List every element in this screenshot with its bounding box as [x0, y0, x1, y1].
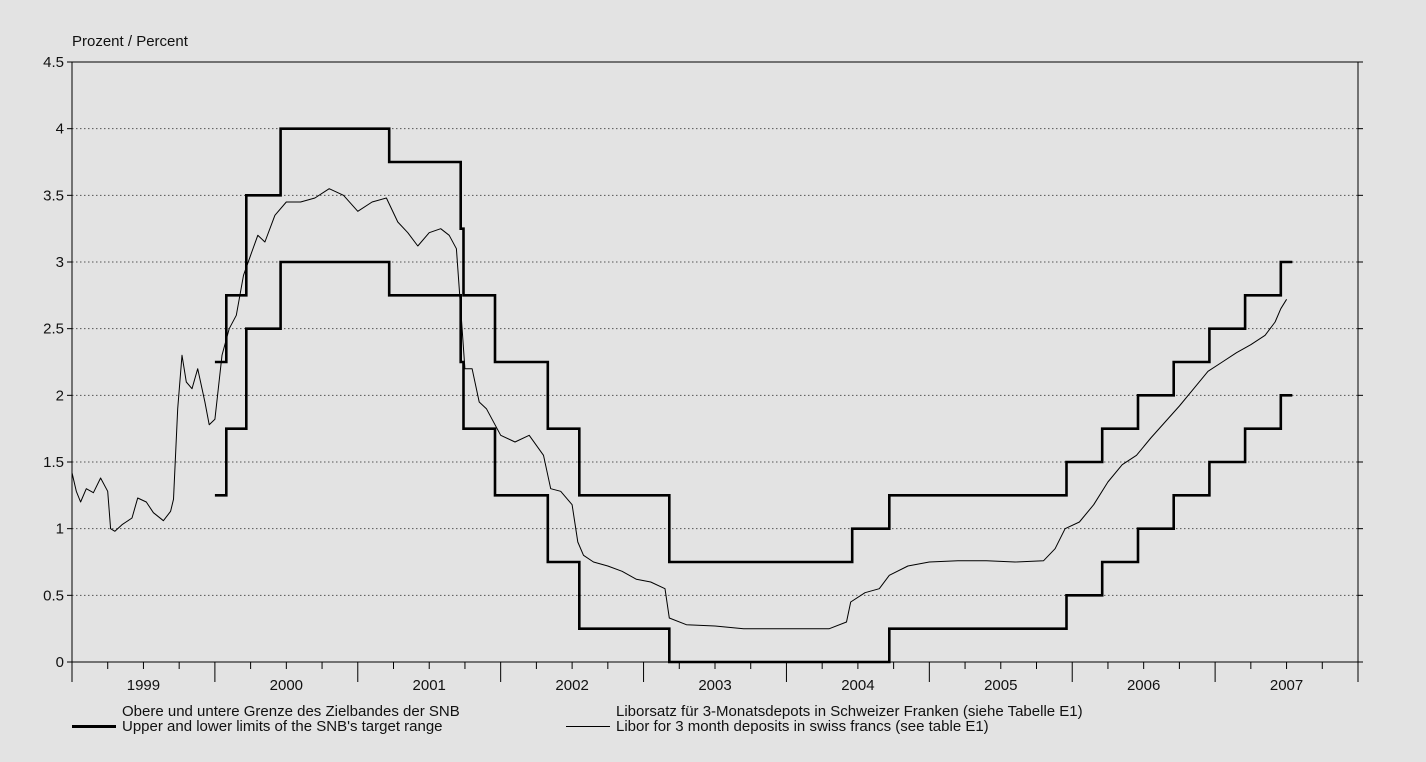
- x-tick-label: 2004: [841, 677, 874, 694]
- series-upper-limit: [214, 127, 1293, 564]
- series-lower-limit: [214, 260, 1293, 664]
- x-tick-label: 2007: [1270, 677, 1303, 694]
- x-tick-label: 2003: [698, 677, 731, 694]
- y-tick-label: 2: [56, 387, 64, 404]
- x-tick-label: 1999: [127, 677, 160, 694]
- legend-label-en: Libor for 3 month deposits in swiss fran…: [616, 718, 989, 735]
- x-axis-ticks: 1999 2000 2001 2002 2003 2004 2005 2006 2007: [71, 662, 1359, 694]
- series-group: [71, 127, 1293, 664]
- legend-label-en: Upper and lower limits of the SNB's targ…: [122, 718, 443, 735]
- legend-label-de: Obere und untere Grenze des Zielbandes d…: [122, 703, 460, 720]
- y-tick-label: 1.5: [43, 454, 64, 471]
- gridlines: [72, 128, 1358, 596]
- y-tick-label: 4: [56, 121, 64, 138]
- x-tick-label: 2006: [1127, 677, 1160, 694]
- x-tick-label: 2000: [270, 677, 303, 694]
- plot-frame: [71, 61, 1359, 663]
- legend-swatch-thin: [566, 726, 610, 727]
- y-tick-label: 1: [56, 521, 64, 538]
- y-tick-label: 3: [56, 254, 64, 271]
- y-tick-label: 3.5: [43, 187, 64, 204]
- y-tick-label: 0: [56, 654, 64, 671]
- y-axis-ticks: 0 0.5 1 1.5 2 2.5 3 3.5 4 4.5: [43, 54, 1363, 671]
- y-tick-label: 2.5: [43, 321, 64, 338]
- x-tick-label: 2002: [555, 677, 588, 694]
- y-axis-label: Prozent / Percent: [72, 33, 188, 50]
- series-libor: [71, 188, 1288, 630]
- x-tick-label: 2001: [413, 677, 446, 694]
- legend-label-de: Liborsatz für 3-Monatsdepots in Schweize…: [616, 703, 1083, 720]
- y-tick-label: 0.5: [43, 587, 64, 604]
- x-tick-label: 2005: [984, 677, 1017, 694]
- y-tick-label: 4.5: [43, 54, 64, 71]
- legend-swatch-thick: [72, 725, 116, 728]
